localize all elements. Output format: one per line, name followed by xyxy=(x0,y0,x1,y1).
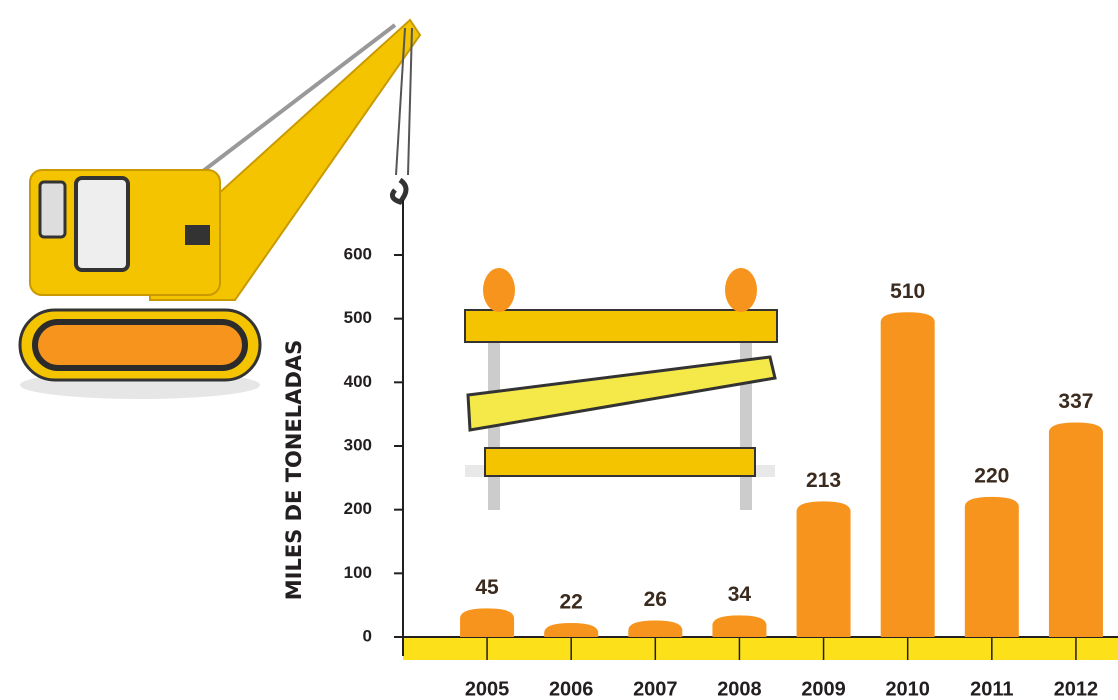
y-tick-label: 200 xyxy=(344,499,372,518)
x-tick-label: 2010 xyxy=(885,678,930,700)
y-tick-label: 100 xyxy=(344,563,372,582)
crane-illustration xyxy=(18,18,422,399)
x-tick-label: 2009 xyxy=(801,678,846,700)
x-axis-band xyxy=(403,637,1118,660)
y-tick-label: 0 xyxy=(363,626,372,645)
x-tick-label: 2007 xyxy=(633,678,678,700)
x-tick-label: 2012 xyxy=(1054,678,1099,700)
x-tick-label: 2006 xyxy=(549,678,594,700)
bar xyxy=(712,615,767,637)
bar xyxy=(544,622,599,637)
bar xyxy=(880,312,935,637)
bar xyxy=(964,496,1019,637)
y-tick-label: 400 xyxy=(344,372,372,391)
bar xyxy=(1048,422,1103,637)
value-label: 26 xyxy=(644,588,667,611)
x-tick-label: 2005 xyxy=(465,678,510,700)
bar xyxy=(628,620,683,637)
x-tick-label: 2011 xyxy=(970,678,1013,700)
value-label: 45 xyxy=(475,576,499,599)
value-label: 22 xyxy=(560,591,583,614)
value-label: 34 xyxy=(728,583,752,606)
barrier-illustration xyxy=(464,268,778,510)
value-label: 510 xyxy=(890,280,925,303)
y-tick-label: 500 xyxy=(344,308,372,327)
y-axis-label: MILES DE TONELADAS xyxy=(282,340,306,601)
y-tick-label: 300 xyxy=(344,435,372,454)
x-tick-label: 2008 xyxy=(717,678,762,700)
value-label: 337 xyxy=(1058,390,1093,413)
y-tick-label: 600 xyxy=(344,244,372,263)
bar xyxy=(460,608,515,637)
value-label: 213 xyxy=(806,469,841,492)
value-label: 220 xyxy=(974,464,1009,487)
bar xyxy=(796,501,851,637)
